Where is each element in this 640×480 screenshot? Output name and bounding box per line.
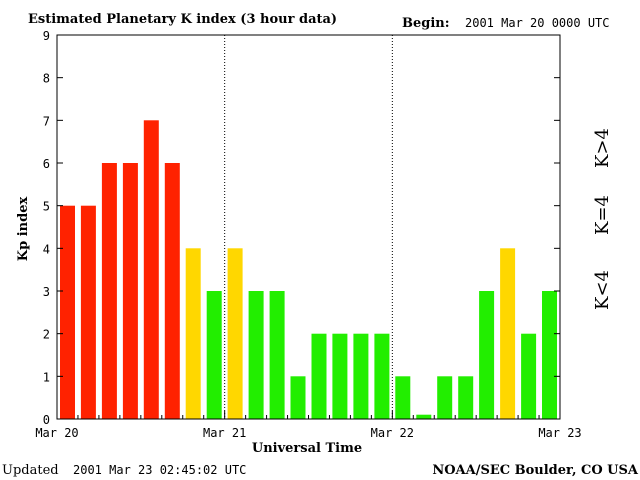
y-tick-label: 6	[43, 157, 50, 171]
y-axis-label: Kp index	[16, 197, 31, 262]
updated-label: Updated	[2, 463, 59, 478]
chart-title: Estimated Planetary K index (3 hour data…	[28, 12, 337, 27]
x-tick-label: Mar 23	[538, 426, 581, 440]
kp-bar	[416, 414, 432, 419]
kp-bar	[227, 248, 243, 419]
legend-low: K<4	[592, 270, 613, 310]
kp-bar	[101, 163, 117, 419]
plot-area: 0 1 2 3 4 5 6 7 8 9 Mar 20 Mar 21 Mar 22 Mar 23	[35, 29, 581, 440]
kp-bar	[542, 291, 557, 419]
kp-bar	[374, 333, 390, 419]
y-tick-label: 9	[43, 29, 50, 43]
x-axis-label: Universal Time	[252, 441, 362, 456]
kp-bar	[290, 376, 306, 419]
y-tick-label: 0	[43, 413, 50, 427]
legend-mid: K=4	[592, 195, 613, 235]
y-tick-label: 3	[43, 285, 50, 299]
y-tick-label: 1	[43, 370, 50, 384]
kp-bar	[353, 333, 369, 419]
begin-label: Begin:	[402, 16, 450, 31]
x-tick-label: Mar 21	[203, 426, 246, 440]
y-tick-label: 7	[43, 114, 50, 128]
kp-bar	[122, 163, 138, 419]
kp-bar	[479, 291, 495, 419]
legend-high: K>4	[592, 128, 613, 168]
begin-value: 2001 Mar 20 0000 UTC	[465, 16, 610, 30]
kp-bar	[143, 120, 159, 420]
kp-bar	[521, 333, 537, 419]
y-tick-label: 5	[43, 200, 50, 214]
kp-bar	[437, 376, 453, 419]
kp-bar	[458, 376, 474, 419]
y-tick-label: 8	[43, 72, 50, 86]
y-tick-label: 2	[43, 328, 50, 342]
kp-bar	[80, 205, 96, 419]
kp-bar	[395, 376, 411, 419]
source-credit: NOAA/SEC Boulder, CO USA	[432, 463, 639, 478]
y-tick-label: 4	[43, 242, 50, 256]
kp-bar	[164, 163, 180, 419]
kp-bar	[269, 291, 285, 419]
updated-value: 2001 Mar 23 02:45:02 UTC	[73, 463, 246, 477]
kp-bar	[185, 248, 201, 419]
kp-bar	[206, 291, 222, 419]
kp-bar	[248, 291, 264, 419]
kp-bar	[311, 333, 327, 419]
kp-bar	[332, 333, 348, 419]
kp-bar	[60, 205, 75, 419]
kp-bar	[500, 248, 516, 419]
x-tick-label: Mar 20	[35, 426, 78, 440]
x-tick-label: Mar 22	[371, 426, 414, 440]
